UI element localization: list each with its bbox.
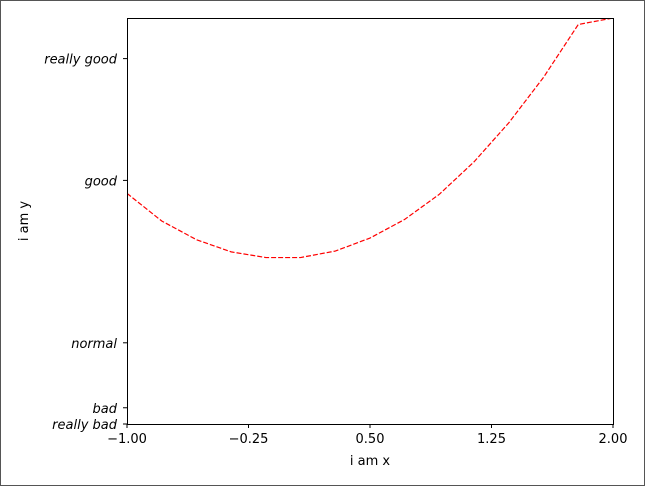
y-tick-label: bad [93,402,118,417]
plot-area [127,18,613,259]
y-tick-label: normal [71,337,117,352]
y-tick-label: good [85,174,118,189]
y-tick-label: really bad [52,418,118,433]
y-axis-label: i am y [17,201,32,242]
x-axis: −1.00 −0.25 0.50 1.25 2.00 [107,424,627,447]
x-tick-label: 0.50 [356,432,385,447]
axes-frame [127,18,614,425]
y-tick-label: really good [44,53,118,68]
x-tick-label: −1.00 [107,432,147,447]
x-tick-label: 2.00 [599,432,628,447]
series-line [127,18,613,259]
x-tick-label: 1.25 [477,432,506,447]
x-tick-label: −0.25 [229,432,269,447]
x-axis-label: i am x [350,454,391,469]
